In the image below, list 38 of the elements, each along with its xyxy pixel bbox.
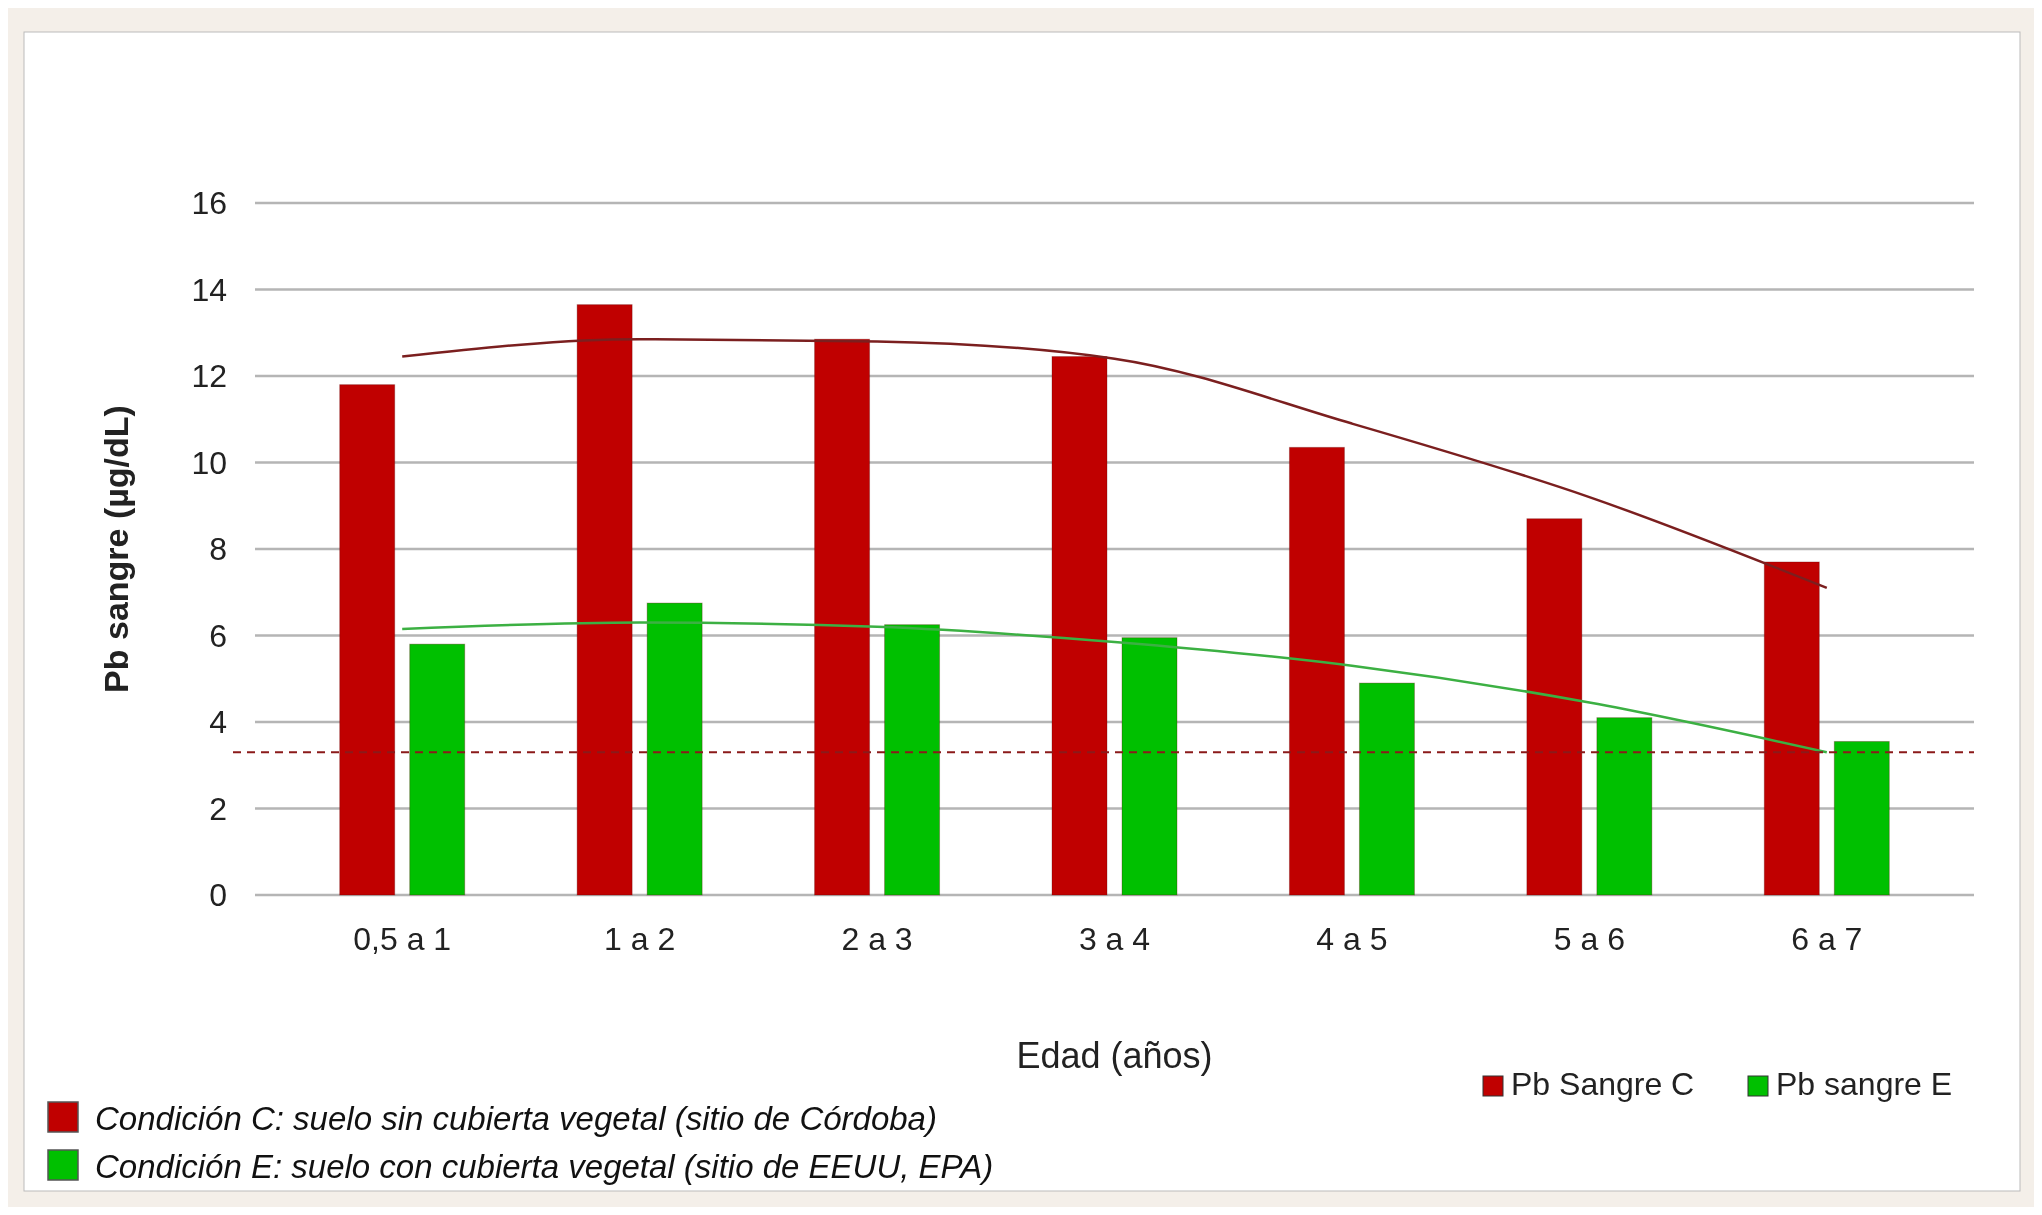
bar bbox=[339, 384, 396, 896]
bar bbox=[1596, 717, 1653, 896]
bar bbox=[1833, 740, 1890, 896]
x-tick-label: 6 a 7 bbox=[1791, 921, 1863, 957]
bar bbox=[814, 338, 871, 896]
text: Condición E: suelo con cubierta vegetal (sitio de EEUU, EPA) bbox=[95, 1148, 994, 1185]
x-tick-label: 5 a 6 bbox=[1553, 921, 1625, 957]
y-tick-label: 2 bbox=[209, 790, 227, 827]
x-tick-label: 0,5 a 1 bbox=[353, 921, 452, 957]
y-tick-label: 16 bbox=[191, 185, 227, 222]
line-series bbox=[400, 621, 1829, 754]
bar bbox=[1121, 637, 1178, 896]
y-tick-label: 0 bbox=[209, 877, 227, 914]
bar bbox=[884, 624, 941, 896]
y-tick-label: 12 bbox=[191, 358, 227, 395]
bar bbox=[1288, 446, 1345, 896]
y-tick-label: 10 bbox=[191, 444, 227, 481]
bar bbox=[409, 643, 466, 896]
y-tick-label: 6 bbox=[209, 617, 227, 654]
bar bbox=[1358, 682, 1415, 896]
bar bbox=[1763, 561, 1820, 896]
bar bbox=[1051, 356, 1108, 896]
legend-label: Pb sangre E bbox=[1776, 1066, 1953, 1102]
y-tick-label: 14 bbox=[191, 271, 227, 308]
y-tick-label: 4 bbox=[209, 704, 227, 741]
x-axis-title: Edad (años) bbox=[1016, 1035, 1213, 1076]
line-series bbox=[400, 337, 1829, 590]
y-axis-title: Pb sangre (µg/dL) bbox=[97, 405, 135, 693]
x-tick-label: 1 a 2 bbox=[604, 921, 676, 957]
bar bbox=[576, 304, 633, 896]
bar bbox=[1526, 518, 1583, 896]
x-tick-label: 3 a 4 bbox=[1078, 921, 1151, 957]
x-tick-label: 2 a 3 bbox=[841, 921, 913, 957]
x-tick-label: 4 a 5 bbox=[1316, 921, 1388, 957]
bar bbox=[646, 602, 703, 896]
y-tick-label: 8 bbox=[209, 531, 227, 568]
legend-label: Pb Sangre C bbox=[1511, 1066, 1695, 1102]
text: Condición C: suelo sin cubierta vegetal (sitio de Córdoba) bbox=[95, 1100, 937, 1137]
